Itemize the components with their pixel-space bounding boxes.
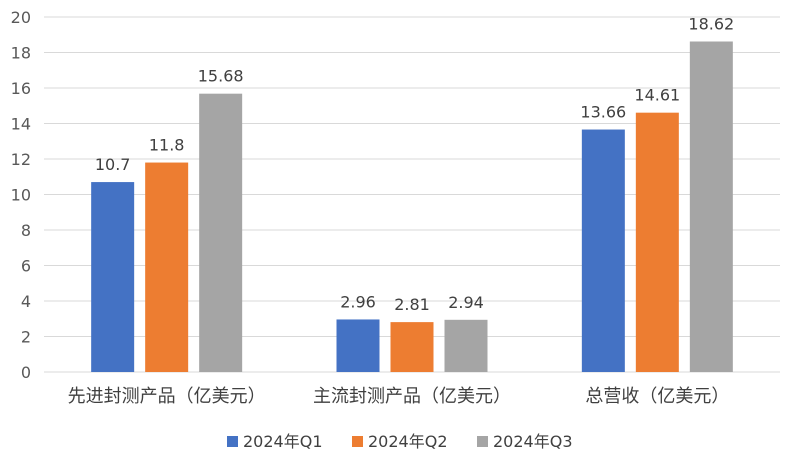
y-axis-ticks: 0 2 4 6 8 10 12 14 16 18 20 <box>11 8 31 382</box>
bar <box>444 319 488 372</box>
y-tick-label: 18 <box>11 44 31 63</box>
y-tick-label: 20 <box>11 8 31 27</box>
category-label: 先进封测产品（亿美元） <box>68 386 266 407</box>
data-labels: 10.7 11.8 15.68 2.96 2.81 2.94 13.66 14.61 18.62 <box>95 14 734 314</box>
bar <box>581 129 625 372</box>
bar <box>199 93 243 373</box>
data-label: 13.66 <box>580 103 626 122</box>
y-tick-label: 14 <box>11 115 31 134</box>
category-label: 总营收（亿美元） <box>585 386 729 407</box>
bar <box>336 319 380 372</box>
legend-label: 2024年Q1 <box>243 432 323 451</box>
bar <box>635 112 679 373</box>
data-label: 18.62 <box>688 14 734 33</box>
bars <box>91 41 733 373</box>
data-label: 14.61 <box>634 86 680 105</box>
category-label: 主流封测产品（亿美元） <box>313 386 511 407</box>
y-tick-label: 6 <box>21 257 31 276</box>
bar <box>91 182 135 372</box>
y-tick-label: 0 <box>21 363 31 382</box>
bar <box>689 41 733 373</box>
data-label: 10.7 <box>95 155 131 174</box>
data-label: 2.96 <box>340 292 376 311</box>
legend-swatch <box>352 436 363 447</box>
legend-swatch <box>227 436 238 447</box>
x-axis-categories: 先进封测产品（亿美元） 主流封测产品（亿美元） 总营收（亿美元） <box>68 386 730 407</box>
legend: 2024年Q1 2024年Q2 2024年Q3 <box>227 432 573 451</box>
legend-swatch <box>477 436 488 447</box>
legend-label: 2024年Q2 <box>368 432 448 451</box>
y-tick-label: 10 <box>11 186 31 205</box>
y-tick-label: 16 <box>11 79 31 98</box>
data-label: 2.81 <box>394 295 430 314</box>
bar <box>390 322 434 372</box>
y-tick-label: 2 <box>21 328 31 347</box>
y-tick-label: 8 <box>21 221 31 240</box>
y-tick-label: 12 <box>11 150 31 169</box>
legend-label: 2024年Q3 <box>493 432 573 451</box>
data-label: 15.68 <box>198 67 244 86</box>
data-label: 11.8 <box>149 136 185 155</box>
y-tick-label: 4 <box>21 292 31 311</box>
bar <box>145 162 189 372</box>
data-label: 2.94 <box>448 293 484 312</box>
